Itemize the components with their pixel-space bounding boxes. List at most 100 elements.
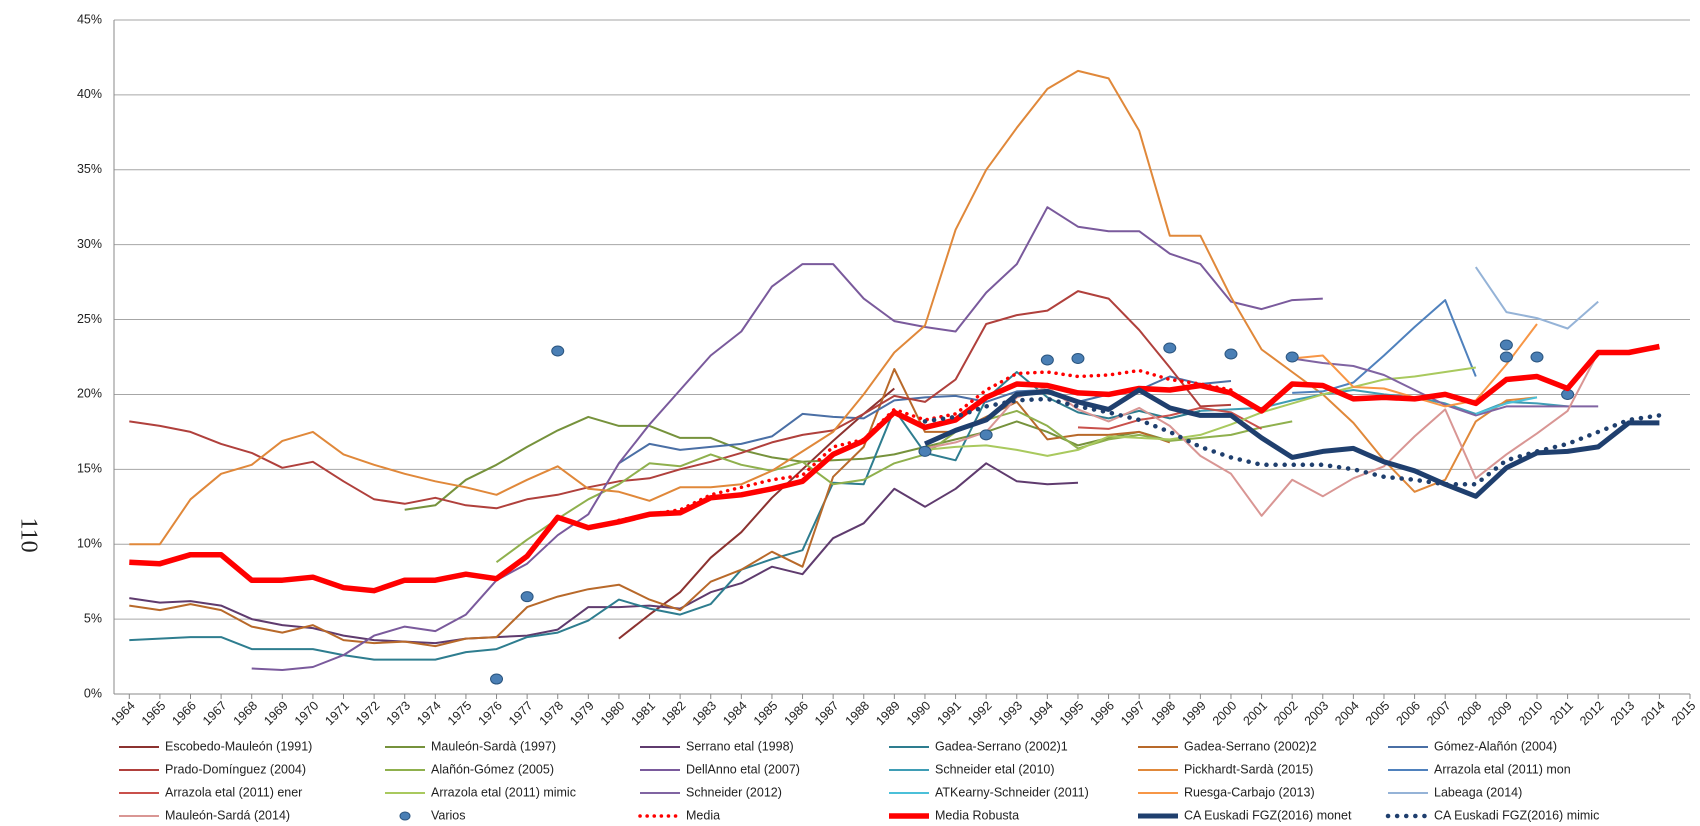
- legend-item: CA Euskadi FGZ(2016) monet: [1138, 808, 1352, 822]
- legend-label: Labeaga (2014): [1434, 785, 1522, 799]
- y-tick-label: 35%: [77, 162, 102, 176]
- legend-label: Gómez-Alañón (2004): [1434, 739, 1557, 753]
- x-tick-label: 1993: [996, 699, 1026, 729]
- x-tick-label: 2010: [1516, 699, 1546, 729]
- series-line: [618, 387, 895, 640]
- marker: [490, 673, 504, 685]
- x-tick-label: 1978: [537, 699, 567, 729]
- x-tick-label: 1975: [445, 699, 475, 729]
- legend-label: Arrazola etal (2011) mimic: [431, 785, 576, 799]
- x-tick-label: 1999: [1179, 699, 1209, 729]
- x-tick-label: 1996: [1087, 699, 1117, 729]
- marker: [918, 445, 932, 457]
- legend-label: CA Euskadi FGZ(2016) monet: [1184, 808, 1352, 822]
- x-tick-label: 1986: [781, 699, 811, 729]
- x-tick-label: 2007: [1424, 699, 1454, 729]
- x-tick-label: 1970: [292, 699, 322, 729]
- x-tick-label: 1983: [690, 699, 720, 729]
- legend-label: Schneider etal (2010): [935, 762, 1055, 776]
- legend-item: Mauleón-Sardá (2014): [119, 808, 290, 822]
- legend-item: Gadea-Serrano (2002)1: [889, 739, 1068, 753]
- y-tick-label: 45%: [77, 12, 102, 26]
- legend-item: Labeaga (2014): [1388, 785, 1522, 799]
- marker: [1071, 352, 1085, 364]
- legend-label: Gadea-Serrano (2002)1: [935, 739, 1068, 753]
- legend-label: Serrano etal (1998): [686, 739, 794, 753]
- x-tick-label: 1992: [965, 699, 995, 729]
- series-line: [404, 415, 1171, 511]
- legend-item: ATKearny-Schneider (2011): [889, 785, 1089, 799]
- y-tick-label: 20%: [77, 387, 102, 401]
- legend-item: Escobedo-Mauleón (1991): [119, 739, 312, 753]
- y-tick-label: 25%: [77, 312, 102, 326]
- y-tick-label: 10%: [77, 537, 102, 551]
- x-tick-label: 1994: [1026, 699, 1056, 729]
- x-tick-label: 2006: [1393, 699, 1423, 729]
- marker: [1499, 351, 1513, 363]
- legend-item: Varios: [399, 808, 466, 822]
- x-tick-label: 2012: [1577, 699, 1607, 729]
- legend-item: Media Robusta: [889, 808, 1019, 822]
- x-tick-label: 1976: [475, 699, 505, 729]
- y-tick-label: 5%: [84, 611, 102, 625]
- x-tick-label: 1971: [322, 699, 352, 729]
- legend-label: Varios: [431, 808, 466, 822]
- series-line: [129, 462, 1079, 645]
- x-tick-label: 1974: [414, 699, 444, 729]
- legend-item: Schneider (2012): [640, 785, 782, 799]
- legend-label: Schneider (2012): [686, 785, 782, 799]
- x-tick-label: 2011: [1547, 699, 1576, 728]
- legend-label: CA Euskadi FGZ(2016) mimic: [1434, 808, 1599, 822]
- x-tick-label: 1972: [353, 699, 383, 729]
- legend-item: Arrazola etal (2011) mimic: [385, 785, 576, 799]
- series-line: [617, 368, 1233, 523]
- x-tick-label: 1998: [1149, 699, 1179, 729]
- x-tick-label: 2015: [1669, 699, 1699, 729]
- legend-label: Escobedo-Mauleón (1991): [165, 739, 312, 753]
- marker: [1163, 342, 1177, 354]
- series-line: [1474, 266, 1599, 330]
- marker: [1499, 339, 1513, 351]
- legend-marker: [399, 811, 411, 821]
- series-line: [1077, 406, 1263, 430]
- series-line: [129, 290, 1232, 510]
- series-line: [1292, 299, 1477, 394]
- legend-label: ATKearny-Schneider (2011): [935, 785, 1089, 799]
- legend-item: CA Euskadi FGZ(2016) mimic: [1385, 808, 1599, 822]
- legend-item: Ruesga-Carbajo (2013): [1138, 785, 1315, 799]
- legend-label: Pickhardt-Sardà (2015): [1184, 762, 1313, 776]
- x-tick-label: 1997: [1118, 699, 1148, 729]
- legend-item: Schneider etal (2010): [889, 762, 1055, 776]
- x-tick-label: 1969: [261, 699, 291, 729]
- legend-item: Gómez-Alañón (2004): [1388, 739, 1557, 753]
- marker: [1224, 348, 1238, 360]
- marker: [1530, 351, 1544, 363]
- series-line: [924, 366, 1476, 457]
- legend-item: Alañón-Gómez (2005): [385, 762, 554, 776]
- x-tick-label: 2004: [1332, 699, 1362, 729]
- y-tick-label: 15%: [77, 462, 102, 476]
- marker: [551, 345, 565, 357]
- x-tick-label: 1985: [751, 699, 781, 729]
- series-line: [924, 352, 1600, 517]
- x-tick-label: 2000: [1210, 699, 1240, 729]
- y-tick-label: 0%: [84, 686, 102, 700]
- y-tick-label: 30%: [77, 237, 102, 251]
- x-tick-label: 2008: [1455, 699, 1485, 729]
- x-tick-label: 1988: [843, 699, 873, 729]
- legend-label: Prado-Domínguez (2004): [165, 762, 306, 776]
- legend-label: Media Robusta: [935, 808, 1019, 822]
- x-tick-label: 1973: [384, 699, 414, 729]
- x-tick-label: 2003: [1302, 699, 1332, 729]
- legend-item: Mauleón-Sardà (1997): [385, 739, 556, 753]
- legend-label: Mauleón-Sardà (1997): [431, 739, 556, 753]
- x-tick-label: 2001: [1240, 699, 1270, 729]
- x-tick-label: 1964: [108, 699, 138, 729]
- series-line: [129, 368, 1171, 648]
- legend-label: Arrazola etal (2011) ener: [165, 785, 302, 799]
- series-line: [1292, 357, 1599, 417]
- y-tick-label: 40%: [77, 87, 102, 101]
- x-tick-label: 2014: [1638, 699, 1668, 729]
- legend-label: Media: [686, 808, 720, 822]
